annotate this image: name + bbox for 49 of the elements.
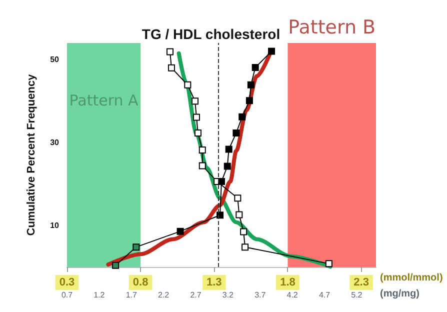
x-tick-label: 0.3 — [59, 276, 75, 288]
y-tick-label: 50 — [50, 55, 60, 64]
point — [242, 244, 249, 251]
x2-tick-label: 2.2 — [158, 290, 170, 300]
band-label: Pattern B — [288, 16, 376, 38]
x2-tick-label: 5.2 — [351, 290, 363, 300]
band-label: Pattern A — [69, 92, 140, 110]
point — [240, 228, 248, 236]
point — [176, 228, 184, 235]
x2-tick-label: 2.7 — [190, 290, 202, 300]
point — [238, 113, 246, 120]
point — [194, 130, 202, 137]
point — [168, 64, 175, 72]
point — [252, 64, 259, 71]
x-tick-label: 1.8 — [280, 276, 296, 288]
point — [192, 98, 199, 105]
x-axis-title: (mmol/mmol) — [380, 272, 443, 284]
point — [132, 244, 140, 251]
point — [225, 146, 232, 153]
point — [198, 162, 206, 170]
point — [112, 262, 120, 269]
point — [246, 97, 253, 104]
x2-tick-label: 1.2 — [94, 290, 106, 300]
y-tick-label: 10 — [50, 221, 60, 230]
point — [236, 211, 243, 218]
x2-tick-label: 4.2 — [286, 290, 298, 300]
x-tick-label: 0.8 — [132, 276, 148, 288]
point — [224, 162, 231, 170]
x2-tick-label: 1.7 — [126, 290, 138, 300]
x2-axis-title: (mg/mg) — [380, 288, 420, 300]
point — [218, 178, 225, 186]
x-tick-label: 2.3 — [354, 276, 369, 288]
point — [247, 81, 254, 88]
x-tick-label: 1.3 — [206, 276, 222, 288]
x2-tick-label: 3.2 — [222, 290, 234, 300]
point — [184, 81, 192, 88]
chart-title: TG / HDL cholesterol — [142, 26, 280, 42]
point — [268, 48, 276, 55]
point — [198, 146, 206, 154]
point — [234, 194, 242, 202]
point — [232, 130, 240, 137]
y-tick-label: 30 — [50, 138, 60, 148]
y-axis-title: Cumulative Percent Frequency — [26, 73, 38, 236]
x2-tick-label: 4.7 — [318, 290, 331, 300]
x2-tick-label: 3.7 — [254, 290, 266, 300]
x2-tick-label: 0.7 — [61, 290, 74, 300]
point — [192, 114, 200, 121]
point — [325, 260, 332, 268]
point — [166, 48, 174, 56]
